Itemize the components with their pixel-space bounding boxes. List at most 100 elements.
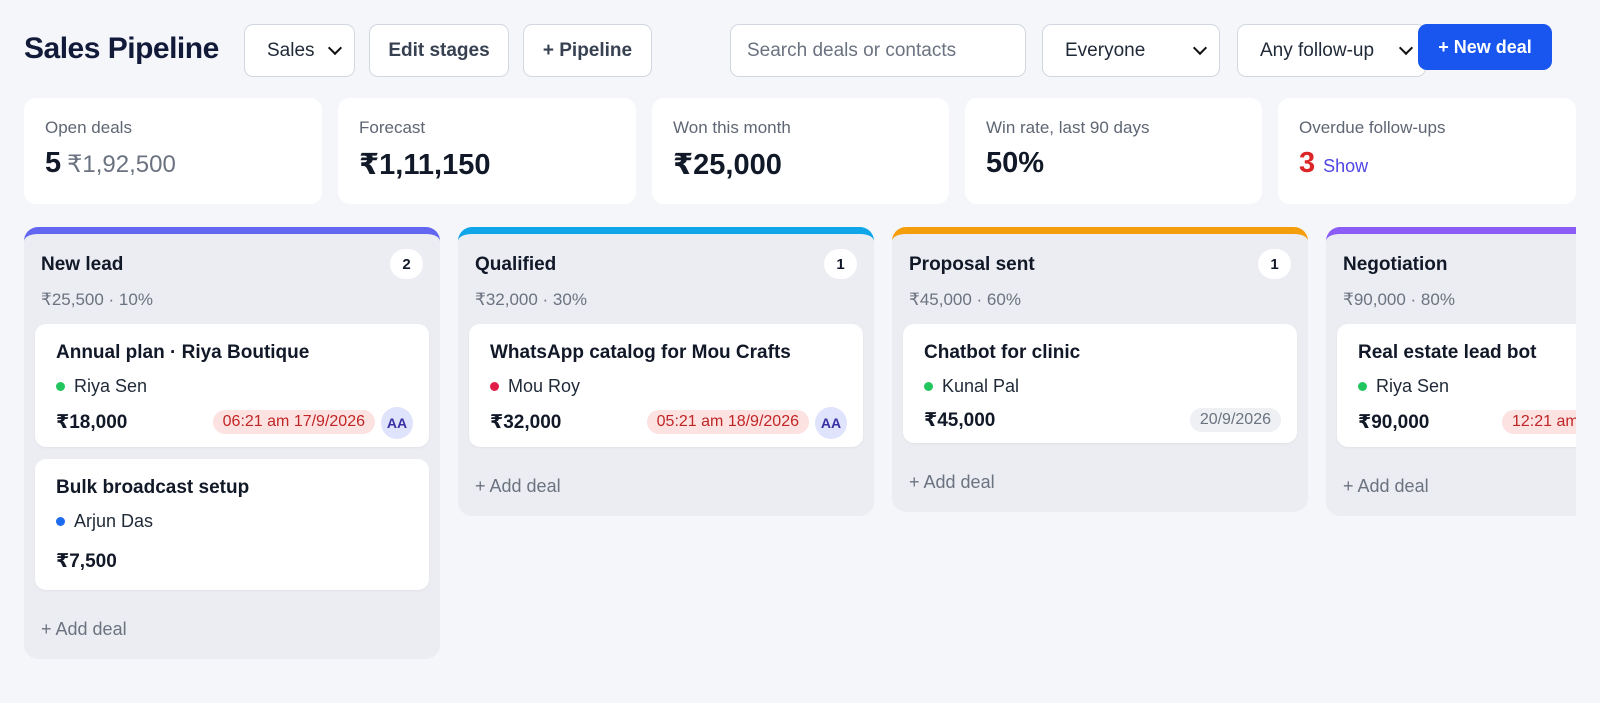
column-new-lead: New lead 2 ₹25,500 · 10% Annual plan · R… xyxy=(24,227,440,659)
column-header: Proposal sent 1 ₹45,000 · 60% xyxy=(892,234,1308,324)
edit-stages-button[interactable]: Edit stages xyxy=(369,24,509,77)
followup-select[interactable]: Any follow-up xyxy=(1237,24,1426,77)
card-list: Real estate lead bot Riya Sen ₹90,000 12… xyxy=(1326,324,1576,447)
deal-title: Chatbot for clinic xyxy=(924,342,1081,363)
avatar: AA xyxy=(815,407,847,439)
column-summary: ₹45,000 · 60% xyxy=(909,290,1021,309)
page-title: Sales Pipeline xyxy=(24,32,219,65)
status-dot-icon xyxy=(924,382,933,391)
deal-footer: ₹90,000 12:21 am xyxy=(1358,397,1576,447)
deal-card[interactable]: Chatbot for clinic Kunal Pal ₹45,000 20/… xyxy=(903,324,1297,443)
stat-label: Win rate, last 90 days xyxy=(986,118,1150,137)
column-header: New lead 2 ₹25,500 · 10% xyxy=(24,234,440,324)
contact-name: Kunal Pal xyxy=(942,376,1020,396)
column-summary: ₹25,500 · 10% xyxy=(41,290,153,309)
stat-value: 3 Show xyxy=(1299,147,1555,180)
deal-contact: Mou Roy xyxy=(490,376,842,397)
chevron-down-icon xyxy=(327,40,343,56)
stat-overdue-followups: Overdue follow-ups 3 Show xyxy=(1278,98,1576,204)
win-rate-value: 50% xyxy=(986,147,1045,179)
deal-title: WhatsApp catalog for Mou Crafts xyxy=(490,342,791,363)
won-value: ₹25,000 xyxy=(673,149,782,181)
pipeline-board: New lead 2 ₹25,500 · 10% Annual plan · R… xyxy=(24,227,1576,703)
contact-name: Arjun Das xyxy=(74,511,154,531)
column-title: Proposal sent xyxy=(909,254,1035,275)
deal-card[interactable]: Bulk broadcast setup Arjun Das ₹7,500 xyxy=(35,459,429,590)
followup-due-badge: 05:21 am 18/9/2026 xyxy=(646,410,809,434)
owner-select[interactable]: Everyone xyxy=(1042,24,1220,77)
deal-title: Real estate lead bot xyxy=(1358,342,1537,363)
deal-amount: ₹7,500 xyxy=(56,550,117,572)
status-dot-icon xyxy=(1358,382,1367,391)
search-input[interactable] xyxy=(730,24,1026,77)
column-header: Negotiation ₹90,000 · 80% xyxy=(1326,234,1576,324)
pipeline-select[interactable]: Sales xyxy=(244,24,355,77)
stat-value: 5 ₹1,92,500 xyxy=(45,147,301,180)
stat-label: Forecast xyxy=(359,118,426,137)
add-deal-button[interactable]: + Add deal xyxy=(1343,476,1429,496)
column-title: Negotiation xyxy=(1343,254,1448,275)
column-negotiation: Negotiation ₹90,000 · 80% Real estate le… xyxy=(1326,227,1576,516)
add-deal-button[interactable]: + Add deal xyxy=(475,476,561,496)
deal-amount: ₹45,000 xyxy=(924,409,996,431)
column-summary: ₹32,000 · 30% xyxy=(475,290,587,309)
column-title: New lead xyxy=(41,254,124,275)
deal-footer: ₹18,000 06:21 am 17/9/2026 AA xyxy=(56,397,413,447)
open-deals-amount: ₹1,92,500 xyxy=(67,151,176,178)
deal-amount: ₹18,000 xyxy=(56,411,128,433)
deal-contact: Riya Sen xyxy=(1358,376,1576,397)
deal-card[interactable]: Annual plan · Riya Boutique Riya Sen ₹18… xyxy=(35,324,429,447)
owner-select-value: Everyone xyxy=(1065,39,1146,61)
open-deals-count: 5 xyxy=(45,147,62,179)
stat-label: Won this month xyxy=(673,118,791,137)
add-pipeline-button[interactable]: + Pipeline xyxy=(523,24,652,77)
card-list: WhatsApp catalog for Mou Crafts Mou Roy … xyxy=(458,324,874,447)
stat-label: Open deals xyxy=(45,118,132,137)
card-list: Annual plan · Riya Boutique Riya Sen ₹18… xyxy=(24,324,440,590)
column-summary: ₹90,000 · 80% xyxy=(1343,290,1455,309)
followup-due-badge: 12:21 am xyxy=(1502,410,1576,434)
overdue-count: 3 xyxy=(1299,147,1316,179)
deal-footer: ₹45,000 20/9/2026 xyxy=(924,397,1281,443)
contact-name: Riya Sen xyxy=(1376,376,1450,396)
column-header: Qualified 1 ₹32,000 · 30% xyxy=(458,234,874,324)
new-deal-button[interactable]: + New deal xyxy=(1418,24,1552,70)
contact-name: Mou Roy xyxy=(508,376,581,396)
deal-contact: Arjun Das xyxy=(56,511,408,532)
stat-won-this-month: Won this month ₹25,000 xyxy=(652,98,949,204)
deal-contact: Kunal Pal xyxy=(924,376,1276,397)
deal-title: Bulk broadcast setup xyxy=(56,477,250,498)
column-title: Qualified xyxy=(475,254,557,275)
toolbar: Sales Pipeline Sales Edit stages + Pipel… xyxy=(24,24,1600,77)
forecast-value: ₹1,11,150 xyxy=(359,149,491,181)
column-count-badge: 2 xyxy=(390,249,423,279)
column-proposal-sent: Proposal sent 1 ₹45,000 · 60% Chatbot fo… xyxy=(892,227,1308,512)
deal-footer: ₹7,500 xyxy=(56,532,408,590)
stat-forecast: Forecast ₹1,11,150 xyxy=(338,98,636,204)
column-count-badge: 1 xyxy=(1258,249,1291,279)
deal-title: Annual plan · Riya Boutique xyxy=(56,342,310,363)
contact-name: Riya Sen xyxy=(74,376,148,396)
card-list: Chatbot for clinic Kunal Pal ₹45,000 20/… xyxy=(892,324,1308,443)
deal-card[interactable]: WhatsApp catalog for Mou Crafts Mou Roy … xyxy=(469,324,863,447)
status-dot-icon xyxy=(490,382,499,391)
pipeline-select-value: Sales xyxy=(267,39,315,61)
add-deal-button[interactable]: + Add deal xyxy=(909,472,995,492)
deal-contact: Riya Sen xyxy=(56,376,408,397)
deal-footer: ₹32,000 05:21 am 18/9/2026 AA xyxy=(490,397,847,447)
followup-select-value: Any follow-up xyxy=(1260,39,1375,61)
avatar: AA xyxy=(381,407,413,439)
deal-amount: ₹32,000 xyxy=(490,411,562,433)
column-qualified: Qualified 1 ₹32,000 · 30% WhatsApp catal… xyxy=(458,227,874,516)
show-overdue-link[interactable]: Show xyxy=(1323,156,1369,176)
status-dot-icon xyxy=(56,382,65,391)
chevron-down-icon xyxy=(1398,40,1414,56)
stat-win-rate: Win rate, last 90 days 50% xyxy=(965,98,1262,204)
followup-due-badge: 06:21 am 17/9/2026 xyxy=(212,410,375,434)
deal-card[interactable]: Real estate lead bot Riya Sen ₹90,000 12… xyxy=(1337,324,1576,447)
deal-amount: ₹90,000 xyxy=(1358,411,1430,433)
add-deal-button[interactable]: + Add deal xyxy=(41,619,127,639)
stat-label: Overdue follow-ups xyxy=(1299,118,1446,137)
stat-open-deals: Open deals 5 ₹1,92,500 xyxy=(24,98,322,204)
close-date-badge: 20/9/2026 xyxy=(1189,408,1281,432)
